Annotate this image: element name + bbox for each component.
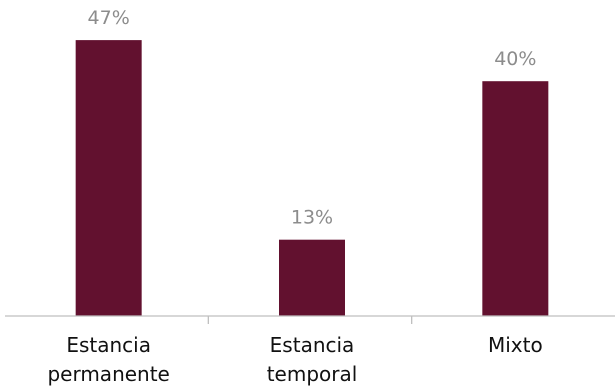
category-label-line: Estancia (66, 333, 151, 357)
x-axis (5, 315, 615, 324)
data-label-2: 13% (291, 207, 333, 229)
bar-2 (279, 239, 345, 316)
bars-group (75, 40, 549, 317)
data-label-1: 47% (88, 7, 130, 29)
data-label-3: 40% (494, 48, 536, 70)
category-label-line: temporal (267, 362, 358, 386)
category-label-line: Estancia (270, 333, 355, 357)
bar-1 (75, 40, 142, 317)
data-labels-group: 47% 13% 40% (88, 7, 537, 229)
category-label-line: Mixto (488, 333, 543, 357)
category-label-3: Mixto (488, 333, 543, 357)
category-label-line: permanente (47, 362, 169, 386)
category-label-1: Estancia permanente (47, 333, 169, 386)
bar-3 (482, 81, 549, 316)
category-labels-group: Estancia permanente Estancia temporal Mixto (47, 333, 542, 386)
category-label-2: Estancia temporal (267, 333, 358, 386)
